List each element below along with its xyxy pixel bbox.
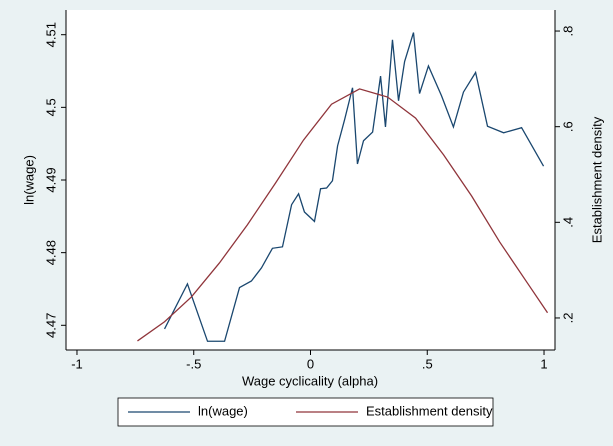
y2-axis-title: Establishment density <box>589 116 604 243</box>
y-tick-label: 4.5 <box>43 98 58 116</box>
legend-label: Establishment density <box>366 403 493 418</box>
y2-tick-label: .4 <box>560 217 575 228</box>
x-axis-title: Wage cyclicality (alpha) <box>242 373 378 388</box>
y2-tick-label: .6 <box>560 121 575 132</box>
line <box>137 88 549 342</box>
x-tick-label: -.5 <box>186 356 201 371</box>
plot-area <box>66 10 555 350</box>
line <box>163 32 545 342</box>
y2-tick-label: .2 <box>560 313 575 324</box>
y-axis-title: ln(wage) <box>21 155 36 205</box>
y-tick-label: 4.51 <box>43 22 58 47</box>
y-tick-label: 4.49 <box>43 167 58 192</box>
x-tick-label: 1 <box>540 356 547 371</box>
x-tick-label: .5 <box>422 356 433 371</box>
x-tick-label: -1 <box>71 356 83 371</box>
x-tick-label: 0 <box>307 356 314 371</box>
y-tick-label: 4.48 <box>43 240 58 265</box>
y2-tick-label: .8 <box>560 26 575 37</box>
y-tick-label: 4.47 <box>43 313 58 338</box>
legend-label: ln(wage) <box>198 403 248 418</box>
